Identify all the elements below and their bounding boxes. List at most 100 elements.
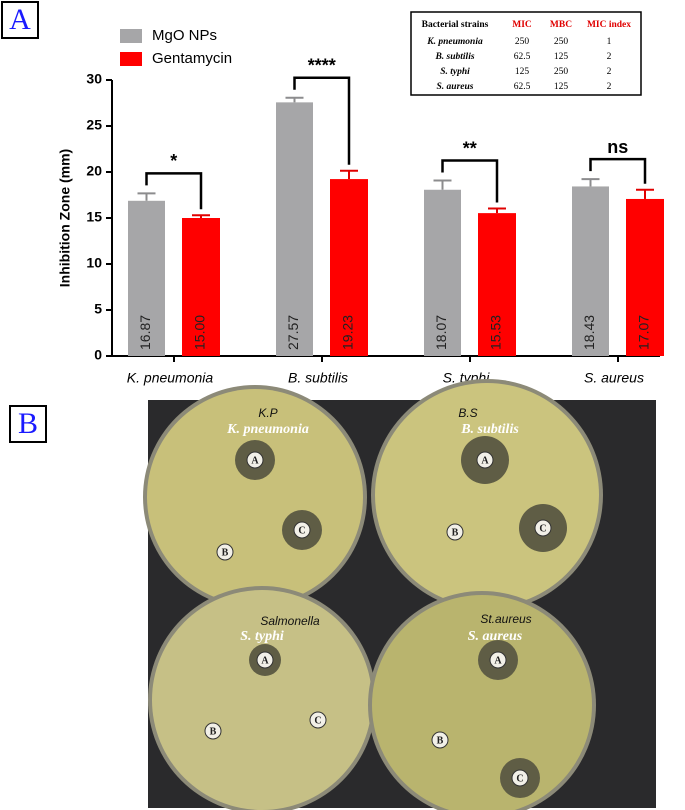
disc [476, 451, 494, 469]
table-header: MIC index [587, 20, 631, 30]
table-cell: 125 [554, 52, 569, 62]
legend-label: MgO NPs [152, 27, 217, 44]
x-tick-label: K. pneumonia [127, 370, 214, 386]
disc [204, 722, 222, 740]
legend-label: Gentamycin [152, 50, 232, 67]
disc-label: C [298, 525, 305, 536]
petri-dish [375, 383, 599, 607]
plate-handwriting: B.S [458, 406, 477, 420]
disc-label: C [314, 715, 321, 726]
table-cell: 125 [554, 82, 569, 92]
bar [128, 200, 165, 356]
table-cell: 1 [607, 37, 612, 47]
disc [293, 521, 311, 539]
significance-label: **** [308, 56, 336, 76]
disc [216, 543, 234, 561]
table-cell: S. aureus [437, 82, 474, 92]
bar [330, 179, 368, 356]
value-label: 16.87 [137, 315, 153, 350]
panel-label-box [1, 1, 39, 39]
plate-title: S. typhi [240, 629, 284, 644]
bar [572, 186, 609, 356]
table-cell: 2 [607, 82, 612, 92]
disc-label: A [261, 655, 269, 666]
value-label: 27.57 [285, 315, 301, 350]
table-cell: B. subtilis [434, 52, 474, 62]
significance-label: ns [607, 137, 628, 157]
table-cell: 250 [554, 37, 569, 47]
disc [446, 523, 464, 541]
table-cell: 125 [515, 67, 530, 77]
bar [182, 218, 220, 356]
plate-handwriting: Salmonella [260, 614, 320, 628]
bar [276, 102, 313, 356]
disc [256, 651, 274, 669]
y-tick-label: 10 [86, 255, 102, 271]
x-tick-label: B. subtilis [288, 370, 348, 386]
disc-label: A [494, 655, 502, 666]
table-cell: 250 [515, 37, 530, 47]
y-axis-title: Inhibition Zone (mm) [57, 149, 73, 287]
bar [424, 189, 461, 356]
disc [511, 769, 529, 787]
disc-label: C [516, 773, 523, 784]
table-header: Bacterial strains [422, 20, 489, 30]
table-header: MBC [550, 20, 572, 30]
disc [309, 711, 327, 729]
plate-title: S. aureus [468, 629, 523, 644]
value-label: 15.00 [192, 315, 208, 350]
table-cell: K. pneumonia [426, 37, 483, 47]
petri-dish [152, 590, 372, 810]
panel-label: B [18, 407, 38, 440]
y-tick-label: 0 [94, 347, 102, 363]
disc [489, 651, 507, 669]
plate-handwriting: St.aureus [480, 612, 531, 626]
y-tick-label: 5 [94, 301, 102, 317]
value-label: 19.23 [340, 315, 356, 350]
panel-label: A [9, 3, 31, 36]
table-cell: 62.5 [514, 52, 531, 62]
plate-handwriting: K.P [258, 406, 277, 420]
panel-label-box [9, 405, 47, 443]
disc [431, 731, 449, 749]
plate-title: K. pneumonia [226, 422, 309, 437]
significance-bracket [589, 157, 647, 184]
table-cell: 62.5 [514, 82, 531, 92]
disc-label: C [539, 523, 546, 534]
legend-swatch [120, 52, 142, 66]
significance-label: * [170, 151, 177, 171]
bar [478, 213, 516, 356]
inset-table-box [410, 11, 642, 96]
disc-label: B [210, 726, 217, 737]
table-cell: 2 [607, 67, 612, 77]
bar [626, 198, 664, 356]
significance-label: ** [463, 138, 477, 158]
y-tick-label: 20 [86, 163, 102, 179]
value-label: 18.43 [581, 315, 597, 350]
disc-label: A [251, 455, 259, 466]
significance-bracket [293, 76, 351, 165]
value-label: 18.07 [433, 315, 449, 350]
disc-label: A [481, 455, 489, 466]
value-label: 15.53 [488, 315, 504, 350]
disc-label: B [437, 735, 444, 746]
table-header: MIC [512, 20, 532, 30]
value-label: 17.07 [636, 315, 652, 350]
x-tick-label: S. aureus [584, 370, 644, 386]
petri-dish [372, 595, 592, 810]
y-tick-label: 15 [86, 209, 102, 225]
y-tick-label: 25 [86, 117, 102, 133]
legend-swatch [120, 29, 142, 43]
plate-title: B. subtilis [460, 422, 519, 437]
disc-label: B [452, 527, 459, 538]
disc-label: B [222, 547, 229, 558]
disc [246, 451, 264, 469]
petri-dish [147, 389, 363, 605]
significance-bracket [441, 159, 499, 203]
y-tick-label: 30 [86, 71, 102, 87]
table-cell: S. typhi [440, 67, 470, 77]
significance-bracket [145, 172, 203, 210]
table-cell: 250 [554, 67, 569, 77]
